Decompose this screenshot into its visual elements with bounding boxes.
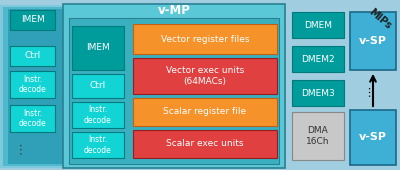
Text: v-SP: v-SP	[359, 132, 387, 142]
Bar	[10, 46, 55, 66]
Bar	[292, 80, 344, 106]
Bar	[69, 18, 279, 164]
Bar	[292, 12, 344, 38]
Bar	[3, 7, 65, 166]
Bar	[350, 110, 396, 165]
Text: Instr.
decode: Instr. decode	[84, 105, 112, 125]
Text: Instr.
decode: Instr. decode	[19, 75, 46, 94]
Bar	[10, 10, 55, 30]
Text: Instr.
decode: Instr. decode	[84, 135, 112, 155]
Text: Scalar exec units: Scalar exec units	[166, 140, 244, 149]
Text: v-MP: v-MP	[158, 4, 190, 18]
Text: DMEM2: DMEM2	[301, 55, 335, 64]
Bar	[0, 5, 66, 168]
Text: DMEM: DMEM	[304, 21, 332, 30]
Bar	[292, 46, 344, 72]
Bar	[133, 24, 277, 54]
Bar	[72, 102, 124, 128]
Bar	[133, 58, 277, 94]
Text: IMEM: IMEM	[21, 15, 44, 24]
Bar	[10, 105, 55, 132]
Text: IMEM: IMEM	[86, 44, 110, 53]
Text: Vector register files: Vector register files	[161, 35, 249, 44]
Text: Vector exec units
(64MACs): Vector exec units (64MACs)	[166, 66, 244, 86]
Bar	[63, 4, 285, 168]
Text: Ctrl: Ctrl	[24, 52, 41, 61]
Text: Instr.
decode: Instr. decode	[19, 109, 46, 128]
Text: DMEM3: DMEM3	[301, 89, 335, 98]
Text: ⋯: ⋯	[364, 84, 374, 96]
Bar	[8, 9, 64, 164]
Text: ⋯: ⋯	[14, 142, 26, 154]
Bar	[292, 112, 344, 160]
Text: DMA
16Ch: DMA 16Ch	[306, 126, 330, 146]
Text: Scalar register file: Scalar register file	[164, 107, 246, 116]
Bar	[72, 26, 124, 70]
Text: v-SP: v-SP	[359, 36, 387, 46]
Bar	[133, 98, 277, 126]
Text: Ctrl: Ctrl	[90, 81, 106, 90]
Bar	[350, 12, 396, 70]
Bar	[72, 132, 124, 158]
Bar	[72, 74, 124, 98]
Bar	[10, 71, 55, 98]
Bar	[133, 130, 277, 158]
Text: MIPs: MIPs	[367, 7, 393, 31]
